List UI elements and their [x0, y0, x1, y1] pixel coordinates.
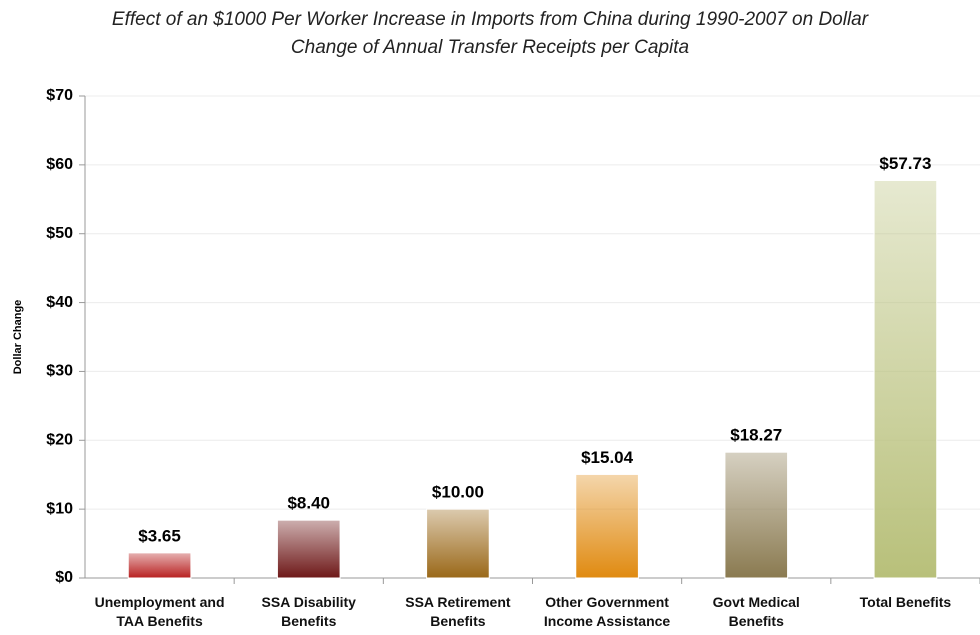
- value-label: $57.73: [879, 154, 931, 173]
- bar: [426, 508, 490, 579]
- x-tick-label: Other Government Income Assistance: [543, 594, 671, 629]
- y-tick-label: $0: [55, 569, 73, 586]
- bar: [575, 473, 639, 579]
- value-label: $18.27: [730, 426, 782, 445]
- y-tick-label: $40: [46, 294, 73, 311]
- bar: [276, 519, 341, 579]
- chart-title: Effect of an $1000 Per Worker Increase i…: [111, 9, 869, 58]
- value-label: $3.65: [138, 526, 181, 545]
- value-label: $8.40: [287, 494, 330, 513]
- x-tick-label: SSA Retirement Benefits: [405, 594, 511, 629]
- x-tick-label: Govt Medical Benefits: [712, 594, 800, 629]
- bar: [724, 451, 789, 579]
- bar: [873, 179, 938, 579]
- x-tick-label: Unemployment and TAA Benefits: [94, 594, 225, 629]
- value-label: $15.04: [581, 448, 634, 467]
- y-tick-label: $50: [46, 225, 73, 242]
- y-tick-label: $20: [46, 432, 73, 449]
- y-tick-label: $30: [46, 363, 73, 380]
- y-tick-label: $70: [46, 87, 73, 104]
- bar: [127, 552, 192, 579]
- y-tick-label: $10: [46, 500, 73, 517]
- x-tick-label: Total Benefits: [859, 594, 952, 610]
- value-label: $10.00: [432, 483, 484, 502]
- y-tick-label: $60: [46, 156, 73, 173]
- x-tick-label: SSA Disability Benefits: [261, 594, 356, 629]
- y-axis-label: Dollar Change: [12, 300, 24, 375]
